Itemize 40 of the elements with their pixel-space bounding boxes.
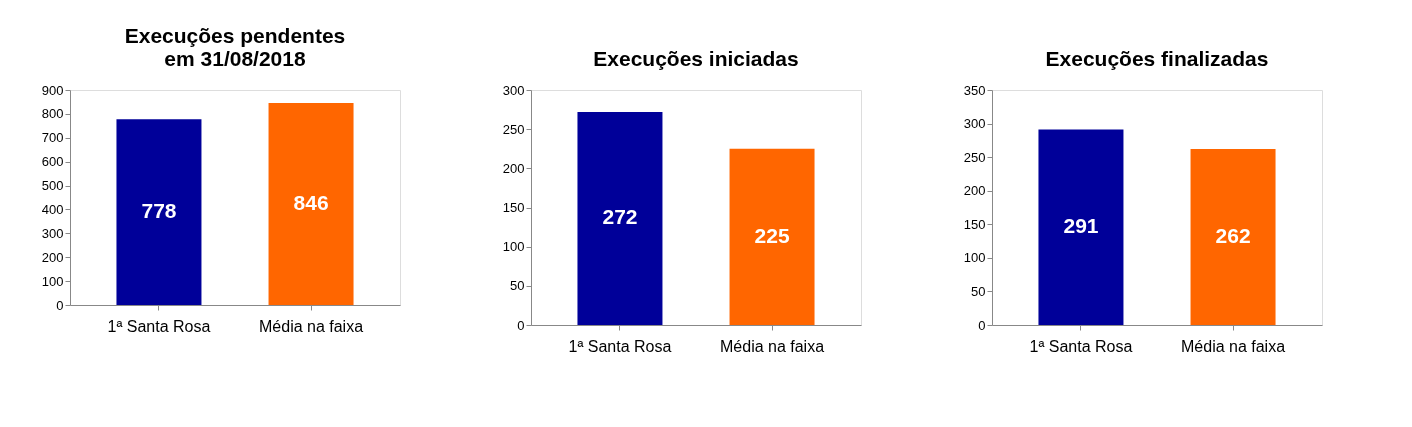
y-tick-label: 300 — [963, 116, 986, 132]
x-tick-label: 1ª Santa Rosa — [107, 317, 211, 335]
y-tick-label: 500 — [41, 178, 64, 194]
y-tick-label: 150 — [963, 216, 986, 232]
y-tick-label: 700 — [41, 130, 64, 146]
y-tick-label: 300 — [41, 225, 64, 241]
data-label: 262 — [1215, 224, 1251, 248]
y-tick-label: 300 — [502, 82, 525, 98]
chart-title: Execuções finalizadas — [1045, 47, 1269, 70]
y-tick-label: 250 — [502, 121, 525, 137]
data-label: 291 — [1063, 214, 1099, 238]
data-label: 225 — [754, 223, 790, 247]
y-tick-label: 200 — [963, 183, 986, 199]
y-tick-label: 350 — [963, 82, 986, 98]
y-tick-label: 250 — [963, 149, 986, 165]
y-tick-label: 150 — [502, 200, 525, 215]
y-tick-label: 0 — [517, 317, 525, 333]
y-tick-label: 100 — [41, 273, 64, 289]
y-tick-label: 50 — [971, 283, 986, 299]
y-tick-label: 900 — [41, 82, 64, 98]
y-tick-label: 600 — [41, 154, 64, 170]
chart-title: Execuções pendentes em 31/08/2018 — [124, 24, 346, 70]
y-tick-label: 50 — [510, 278, 525, 294]
data-label: 272 — [602, 205, 638, 229]
x-tick-label: Média na faixa — [720, 337, 825, 355]
y-tick-label: 100 — [963, 250, 986, 266]
y-tick-label: 200 — [41, 249, 64, 265]
y-tick-label: 0 — [978, 317, 986, 333]
data-label: 778 — [141, 199, 177, 223]
y-tick-label: 200 — [502, 160, 525, 176]
x-tick-label: 1ª Santa Rosa — [568, 337, 672, 355]
y-tick-label: 400 — [41, 201, 64, 217]
x-tick-label: 1ª Santa Rosa — [1029, 337, 1133, 355]
chart-title: Execuções iniciadas — [593, 47, 799, 70]
y-tick-label: 800 — [41, 106, 64, 122]
x-tick-label: Média na faixa — [1181, 337, 1286, 355]
x-tick-label: Média na faixa — [259, 317, 364, 335]
y-tick-label: 100 — [502, 239, 525, 255]
data-label: 846 — [293, 190, 329, 214]
y-tick-label: 0 — [56, 297, 64, 313]
